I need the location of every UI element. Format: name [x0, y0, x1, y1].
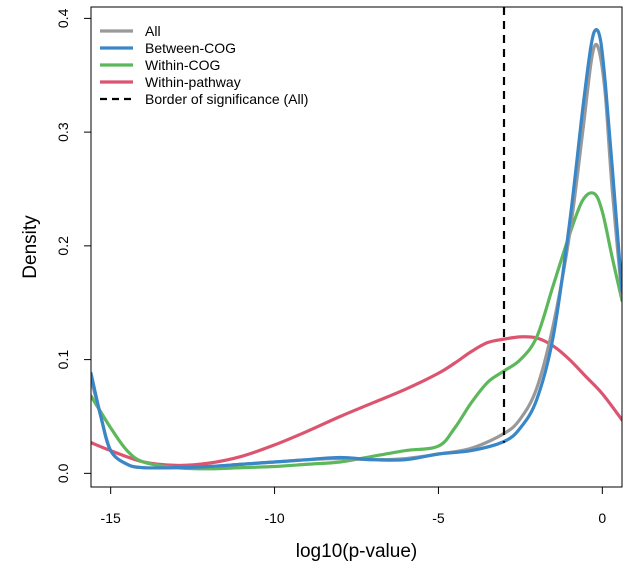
y-axis-title: Density	[20, 215, 41, 279]
y-tick-label: 0.3	[55, 122, 71, 142]
series-line-within-cog	[91, 191, 622, 471]
y-tick-label: 0.4	[55, 8, 71, 28]
plot-area	[91, 28, 622, 471]
legend: AllBetween-COGWithin-COGWithin-pathwayBo…	[100, 23, 308, 107]
legend-label: All	[145, 23, 161, 39]
series-line-within-pathway	[91, 335, 622, 468]
legend-label: Border of significance (All)	[145, 91, 308, 107]
x-axis-title: log10(p-value)	[296, 541, 417, 562]
x-tick-label: 0	[598, 510, 606, 526]
x-axis: -15 -10 -5 0	[101, 487, 606, 526]
y-tick-label: 0.2	[55, 236, 71, 256]
series-line-all	[91, 42, 622, 470]
y-tick-label: 0.0	[55, 463, 71, 483]
y-tick-label: 0.1	[55, 350, 71, 370]
x-tick-label: -5	[432, 510, 445, 526]
plot-frame	[90, 6, 623, 488]
legend-label: Within-COG	[145, 57, 220, 73]
series-line-between-cog	[91, 28, 622, 470]
x-tick-label: -10	[264, 510, 284, 526]
legend-label: Between-COG	[145, 40, 236, 56]
legend-label: Within-pathway	[145, 74, 241, 90]
x-tick-label: -15	[101, 510, 121, 526]
y-axis: 0.0 0.1 0.2 0.3 0.4	[55, 8, 91, 483]
